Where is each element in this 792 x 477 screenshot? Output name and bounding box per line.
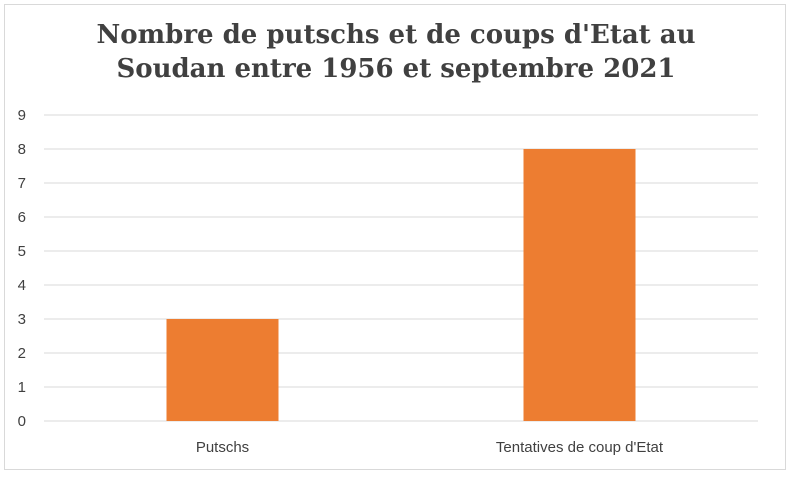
chart-title: Nombre de putschs et de coups d'Etat au … [0, 18, 792, 86]
y-tick-label: 6 [18, 209, 26, 226]
y-tick-label: 5 [18, 243, 26, 260]
y-tick-label: 3 [18, 311, 26, 328]
y-tick-label: 0 [18, 413, 26, 430]
x-category-label: Tentatives de coup d'Etat [496, 439, 664, 456]
y-tick-label: 8 [18, 141, 26, 158]
bar-2 [523, 149, 636, 421]
chart-frame [4, 4, 786, 470]
y-tick-label: 2 [18, 345, 26, 362]
chart-title-line-1: Nombre de putschs et de coups d'Etat au [96, 20, 696, 50]
y-tick-label: 7 [18, 175, 26, 192]
x-category-label: Putschs [196, 439, 249, 456]
y-tick-label: 1 [18, 379, 26, 396]
bar-1 [166, 319, 279, 421]
chart-title-line-2: Soudan entre 1956 et septembre 2021 [116, 54, 676, 84]
y-tick-label: 9 [18, 107, 26, 124]
y-tick-label: 4 [18, 277, 26, 294]
